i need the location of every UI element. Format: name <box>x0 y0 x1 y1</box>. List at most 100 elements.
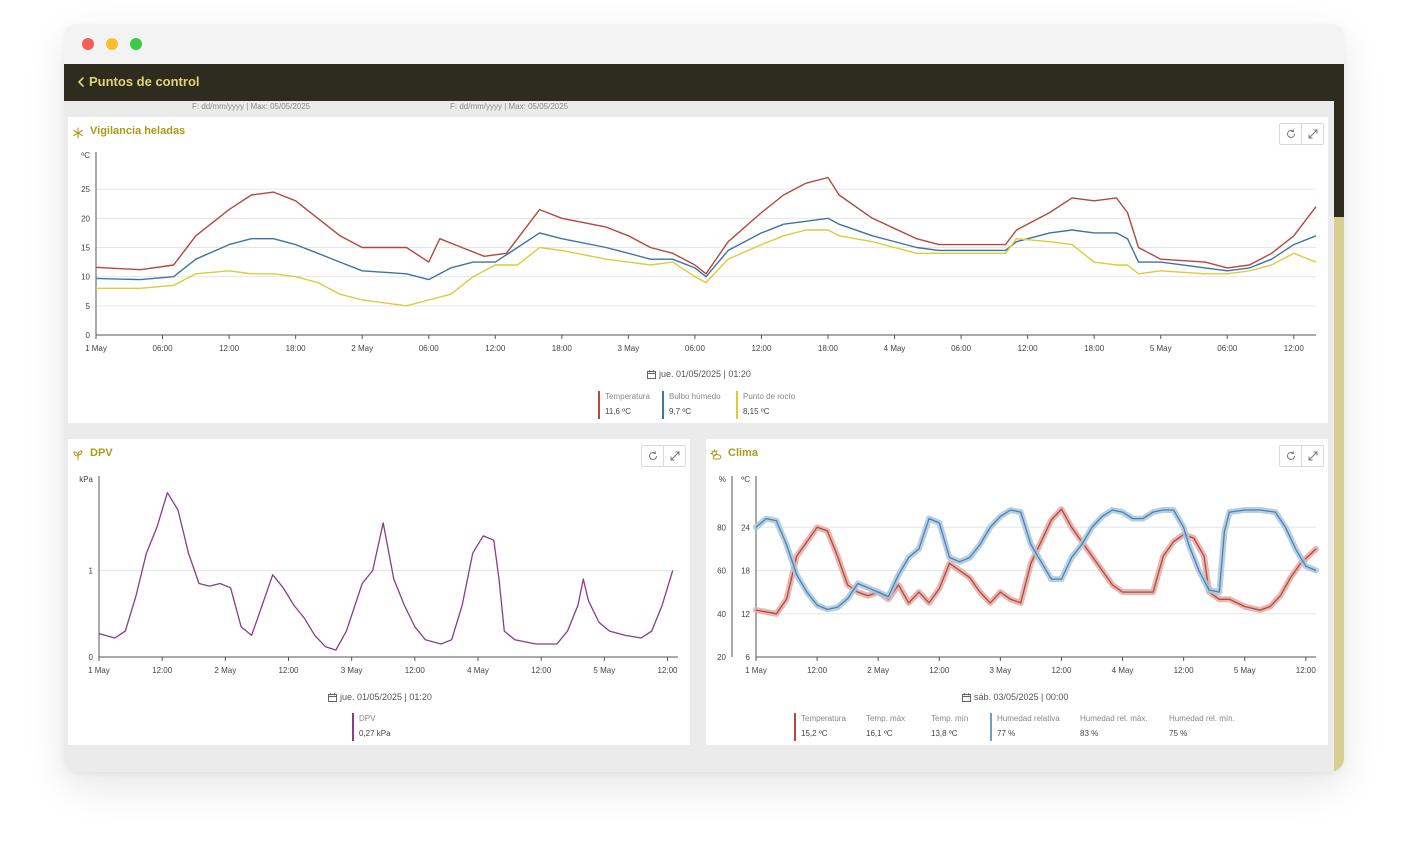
dpv-panel: DPV 0 1 kPa 1 May 12:00 2 May 12:00 3 May 12:00 4… <box>68 439 690 745</box>
date-filter-hint: F: dd/mm/yyyy | Max: 05/05/2025 <box>450 102 569 111</box>
close-window-button[interactable] <box>82 38 94 50</box>
series-line-humedad-relativa <box>755 509 1317 611</box>
x-tick-label: 18:00 <box>818 344 839 353</box>
x-tick-label: 2 May <box>214 666 236 675</box>
y-left-axis-unit: % <box>719 475 726 484</box>
weather-icon <box>710 449 722 460</box>
clima-chart: 20 40 60 80 6 12 18 24% ºC 1 May 12:00 2 May 12:00 3 … <box>717 475 1319 675</box>
series-line-bulbo-h-medo <box>95 217 1317 281</box>
page-title[interactable]: Puntos de control <box>89 74 200 89</box>
refresh-icon <box>1286 451 1295 460</box>
clima-cursor-date: sáb. 03/05/2025 | 00:00 <box>962 692 1068 702</box>
x-tick-label: 5 May <box>1150 344 1172 353</box>
x-tick-label: 06:00 <box>153 344 174 353</box>
maximize-window-button[interactable] <box>130 38 142 50</box>
dpv-chart: 0 1 kPa 1 May 12:00 2 May 12:00 3 May 12:00 4 May… <box>79 475 678 675</box>
x-tick-label: 12:00 <box>1296 666 1317 675</box>
y-tick-label: 15 <box>81 244 90 253</box>
y-tick-label: 25 <box>81 185 90 194</box>
frost-panel-title: Vigilancia heladas <box>90 125 186 137</box>
x-tick-label: 06:00 <box>419 344 440 353</box>
snowflake-icon <box>73 127 83 139</box>
x-tick-label: 12:00 <box>485 344 506 353</box>
legend-temperatura[interactable]: Temperatura 11,6 ºC <box>598 391 650 419</box>
x-tick-label: 06:00 <box>951 344 972 353</box>
dpv-panel-title: DPV <box>90 447 113 459</box>
dashboard-content: F: dd/mm/yyyy | Max: 05/05/2025 F: dd/mm… <box>64 101 1334 772</box>
y-tick-label: 0 <box>86 331 91 340</box>
x-tick-label: 12:00 <box>1284 344 1305 353</box>
y-axis-unit: kPa <box>79 475 93 484</box>
date-filter-hint: F: dd/mm/yyyy | Max: 05/05/2025 <box>192 102 311 111</box>
x-tick-label: 12:00 <box>807 666 828 675</box>
x-tick-label: 4 May <box>1112 666 1134 675</box>
expand-icon <box>1308 129 1317 139</box>
clima-toolbar <box>1279 445 1324 467</box>
y-left-tick-label: 60 <box>717 567 726 576</box>
chevron-left-icon[interactable] <box>74 74 88 90</box>
legend-temp-max: Temp. máx 16,1 ºC <box>866 714 906 738</box>
window-titlebar <box>64 24 1344 64</box>
plant-icon <box>73 450 83 461</box>
frost-chart: 0 5 10 15 20 25 ºC 1 May 06:00 12:00 18:00 2 May 06:… <box>81 151 1317 353</box>
y-tick-label: 0 <box>89 653 94 662</box>
expand-button[interactable] <box>1301 446 1323 466</box>
frost-cursor-text: jue. 01/05/2025 | 01:20 <box>659 369 751 379</box>
x-tick-label: 18:00 <box>286 344 307 353</box>
page-scrollbar[interactable] <box>1334 101 1344 772</box>
y-left-tick-label: 80 <box>717 523 726 532</box>
calendar-icon <box>962 692 971 702</box>
y-right-tick-label: 6 <box>746 653 751 662</box>
legend-punto-rocio[interactable]: Punto de rocío 8,15 ºC <box>736 391 795 419</box>
x-tick-label: 2 May <box>351 344 373 353</box>
expand-button[interactable] <box>663 446 685 466</box>
x-tick-label: 12:00 <box>219 344 240 353</box>
y-left-tick-label: 20 <box>717 653 726 662</box>
series-line-temperatura <box>95 176 1317 275</box>
x-tick-label: 06:00 <box>1217 344 1238 353</box>
legend-temp-min: Temp. mín 13,8 ºC <box>931 714 969 738</box>
refresh-button[interactable] <box>1280 446 1301 466</box>
expand-icon <box>1308 451 1317 461</box>
y-right-axis-unit: ºC <box>741 475 750 484</box>
x-tick-label: 12:00 <box>929 666 950 675</box>
clima-panel: Clima 20 40 60 80 6 12 18 24% ºC 1 May 12:00 2 May 1… <box>706 439 1328 745</box>
scrollbar-thumb[interactable] <box>1334 101 1344 217</box>
calendar-icon <box>328 692 337 702</box>
calendar-icon <box>647 369 656 379</box>
refresh-button[interactable] <box>642 446 663 466</box>
refresh-icon <box>648 451 657 460</box>
clima-cursor-text: sáb. 03/05/2025 | 00:00 <box>974 692 1069 702</box>
expand-button[interactable] <box>1301 124 1323 144</box>
dpv-toolbar <box>641 445 686 467</box>
y-tick-label: 20 <box>81 214 90 223</box>
x-tick-label: 18:00 <box>552 344 573 353</box>
legend-bulbo-humedo[interactable]: Bulbo húmedo 9,7 ºC <box>662 391 721 419</box>
clima-panel-title: Clima <box>728 447 758 459</box>
x-tick-label: 1 May <box>88 666 110 675</box>
series-line-punto-de-roc-o <box>96 229 1317 307</box>
x-tick-label: 18:00 <box>1084 344 1105 353</box>
x-tick-label: 12:00 <box>405 666 426 675</box>
y-tick-label: 10 <box>81 273 90 282</box>
dpv-cursor-date: jue. 01/05/2025 | 01:20 <box>328 692 432 702</box>
x-tick-label: 3 May <box>989 666 1011 675</box>
legend-humedad-relativa[interactable]: Humedad relativa 77 % <box>990 713 1060 741</box>
legend-humedad-max: Humedad rel. máx. 83 % <box>1080 714 1148 738</box>
x-tick-label: 12:00 <box>278 666 299 675</box>
x-tick-label: 3 May <box>341 666 363 675</box>
frost-toolbar <box>1279 123 1324 145</box>
y-tick-label: 1 <box>89 567 94 576</box>
x-tick-label: 06:00 <box>685 344 706 353</box>
x-tick-label: 12:00 <box>1051 666 1072 675</box>
x-tick-label: 12:00 <box>152 666 173 675</box>
x-tick-label: 12:00 <box>751 344 772 353</box>
legend-temperatura[interactable]: Temperatura 15,2 ºC <box>794 713 846 741</box>
refresh-button[interactable] <box>1280 124 1301 144</box>
dpv-cursor-text: jue. 01/05/2025 | 01:20 <box>340 692 432 702</box>
x-tick-label: 12:00 <box>531 666 552 675</box>
minimize-window-button[interactable] <box>106 38 118 50</box>
series-line-dpv <box>98 492 674 651</box>
legend-dpv[interactable]: DPV 0,27 kPa <box>352 713 391 741</box>
refresh-icon <box>1286 129 1295 138</box>
